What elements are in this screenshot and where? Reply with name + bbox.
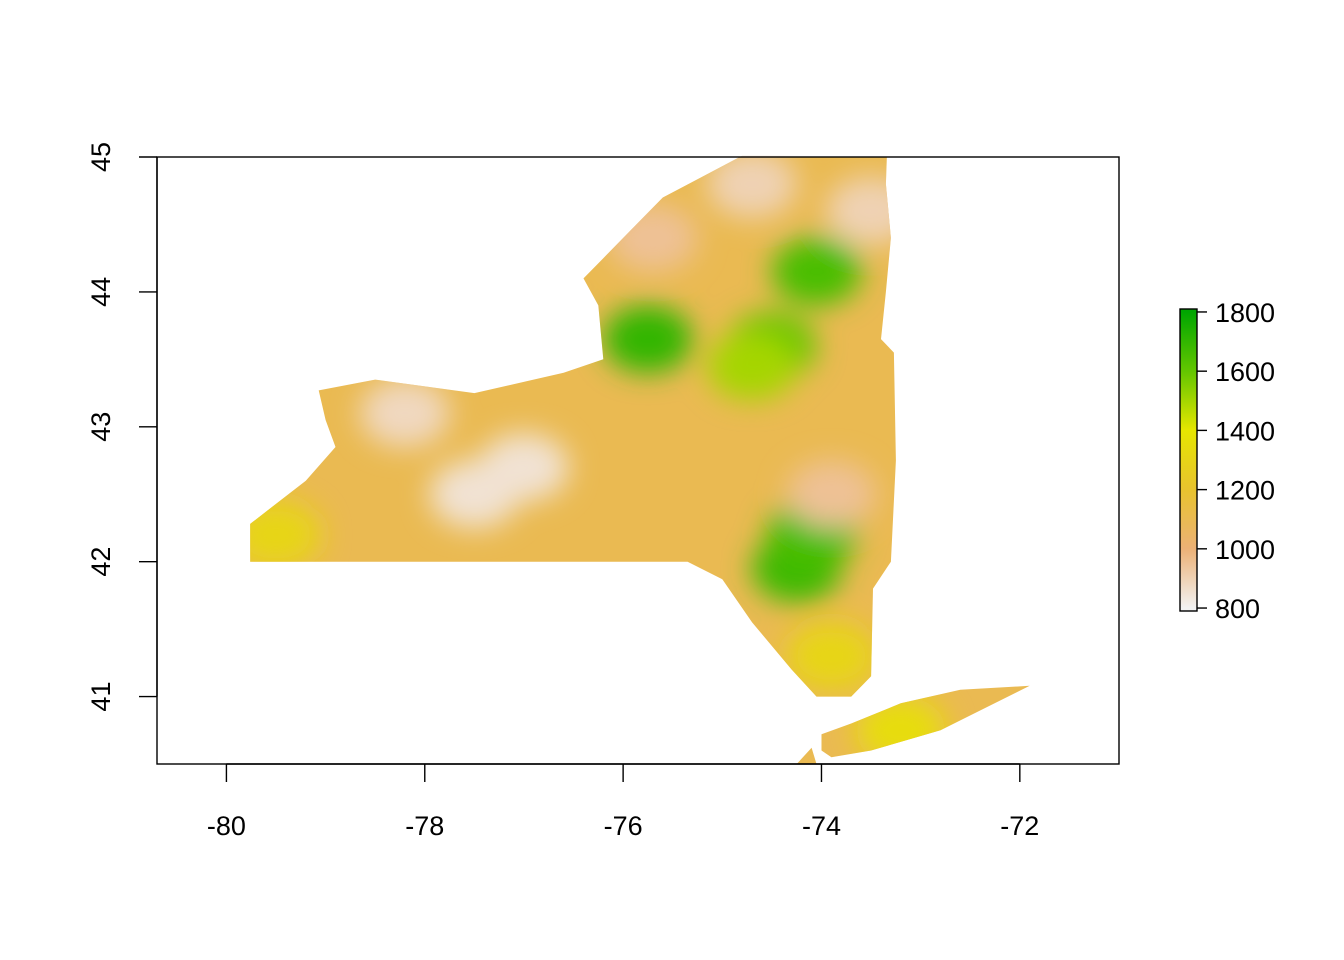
y-tick-label: 44 (86, 277, 116, 307)
raster-patch (826, 176, 917, 245)
legend-tick-label: 800 (1215, 594, 1260, 624)
raster-patch (707, 332, 798, 401)
y-axis: 41 42 43 44 45 (86, 142, 158, 712)
raster-patch (707, 155, 798, 218)
raster-patch (786, 622, 877, 691)
y-tick-label: 41 (86, 682, 116, 712)
legend-tick-label: 1800 (1215, 298, 1275, 328)
legend-colorbar (1179, 308, 1198, 612)
legend-tick-label: 1200 (1215, 476, 1275, 506)
color-legend: 800 1000 1200 1400 1600 1800 (1179, 298, 1275, 624)
x-tick-label: -78 (405, 811, 444, 841)
raster-patch (607, 203, 698, 272)
y-tick-label: 45 (86, 142, 116, 172)
x-tick-label: -72 (1000, 811, 1039, 841)
raster-patch (771, 237, 862, 306)
raster-patch (786, 460, 877, 529)
legend-tick-label: 1600 (1215, 357, 1275, 387)
raster-patch (250, 500, 322, 569)
raster-patch (855, 696, 946, 764)
legend-tick-label: 1000 (1215, 535, 1275, 565)
x-tick-label: -76 (604, 811, 643, 841)
y-tick-label: 42 (86, 547, 116, 577)
elevation-raster (250, 155, 1030, 764)
raster-patch (359, 379, 450, 448)
raster-patch (478, 433, 569, 502)
y-tick-label: 43 (86, 412, 116, 442)
x-tick-label: -74 (802, 811, 841, 841)
x-tick-label: -80 (207, 811, 246, 841)
x-axis: -80 -78 -76 -74 -72 (207, 763, 1039, 841)
raster-patch (602, 305, 693, 374)
legend-tick-label: 1400 (1215, 416, 1275, 446)
